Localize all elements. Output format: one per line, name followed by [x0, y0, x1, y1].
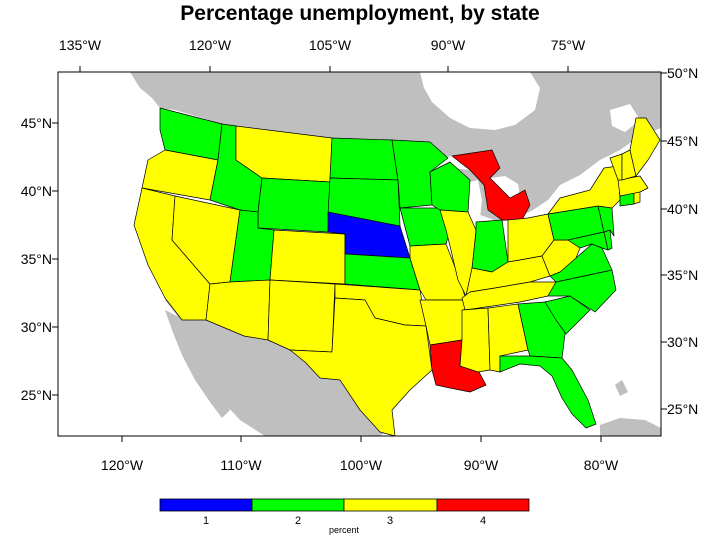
state-or[interactable]: [141, 149, 219, 201]
right-lat-label: 50°N: [667, 65, 698, 81]
state-ks[interactable]: [344, 253, 421, 291]
top-lon-label: 75°W: [551, 37, 586, 53]
top-lon-label: 120°W: [189, 37, 232, 53]
lake-michigan: [468, 180, 482, 222]
hudson-bay: [420, 72, 540, 130]
lake-huron: [490, 176, 520, 198]
bottom-longitude-labels: 120°W 110°W 100°W 90°W 80°W: [101, 457, 619, 473]
left-lat-label: 45°N: [21, 115, 52, 131]
left-latitude-labels: 45°N 40°N 35°N 30°N 25°N: [21, 115, 52, 403]
left-lat-label: 25°N: [21, 387, 52, 403]
top-longitude-labels: 135°W 120°W 105°W 90°W 75°W: [59, 37, 586, 53]
state-ma[interactable]: [617, 175, 649, 197]
colorbar-swatch-1: [159, 498, 253, 512]
state-me[interactable]: [629, 117, 661, 177]
newfoundland-land: [640, 90, 661, 118]
right-lat-label: 30°N: [667, 334, 698, 350]
state-co[interactable]: [269, 229, 346, 285]
colorbar-label: 2: [295, 515, 301, 527]
left-lat-label: 40°N: [21, 183, 52, 199]
cuba-land: [600, 418, 661, 436]
colorbar-swatch-4: [436, 498, 530, 512]
state-mi[interactable]: [451, 149, 531, 221]
colorbar-title: percent: [329, 525, 360, 535]
mexico-land: [165, 300, 392, 436]
colorbar: 1 2 3 4 percent: [159, 498, 530, 535]
colorbar-label: 3: [387, 515, 393, 527]
bahamas-land: [615, 380, 628, 396]
colorbar-swatch-3: [343, 498, 438, 512]
right-lat-label: 25°N: [667, 401, 698, 417]
tick-marks: [52, 66, 667, 442]
right-lat-label: 35°N: [667, 267, 698, 283]
bottom-lon-label: 90°W: [464, 457, 499, 473]
top-lon-label: 90°W: [431, 37, 466, 53]
colorbar-label: 4: [480, 515, 486, 527]
state-ms[interactable]: [459, 307, 491, 373]
state-nm[interactable]: [267, 279, 336, 353]
state-sc[interactable]: [544, 295, 591, 335]
bottom-lon-label: 80°W: [584, 457, 619, 473]
bottom-lon-label: 120°W: [101, 457, 144, 473]
right-latitude-labels: 50°N 45°N 40°N 35°N 30°N 25°N: [667, 65, 698, 417]
state-ri[interactable]: [633, 191, 641, 205]
state-wy[interactable]: [257, 177, 331, 233]
map-title: Percentage unemployment, by state: [180, 2, 539, 25]
right-lat-label: 40°N: [667, 201, 698, 217]
state-nd[interactable]: [329, 137, 399, 181]
left-lat-label: 35°N: [21, 251, 52, 267]
bottom-lon-label: 110°W: [220, 457, 262, 473]
bottom-lon-label: 100°W: [340, 457, 383, 473]
map-panel: [58, 72, 661, 436]
top-lon-label: 135°W: [59, 37, 102, 53]
right-lat-label: 45°N: [667, 133, 698, 149]
left-lat-label: 30°N: [21, 319, 52, 335]
top-lon-label: 105°W: [309, 37, 352, 53]
map-frame: [57, 71, 662, 437]
gulf-of-st-lawrence: [610, 104, 640, 132]
baja-peninsula: [165, 310, 230, 418]
colorbar-swatch-2: [251, 498, 345, 512]
state-tx[interactable]: [289, 297, 433, 436]
colorbar-label: 1: [203, 515, 209, 527]
state-in[interactable]: [471, 219, 509, 273]
state-fl[interactable]: [499, 355, 597, 429]
us-states: [133, 107, 661, 436]
